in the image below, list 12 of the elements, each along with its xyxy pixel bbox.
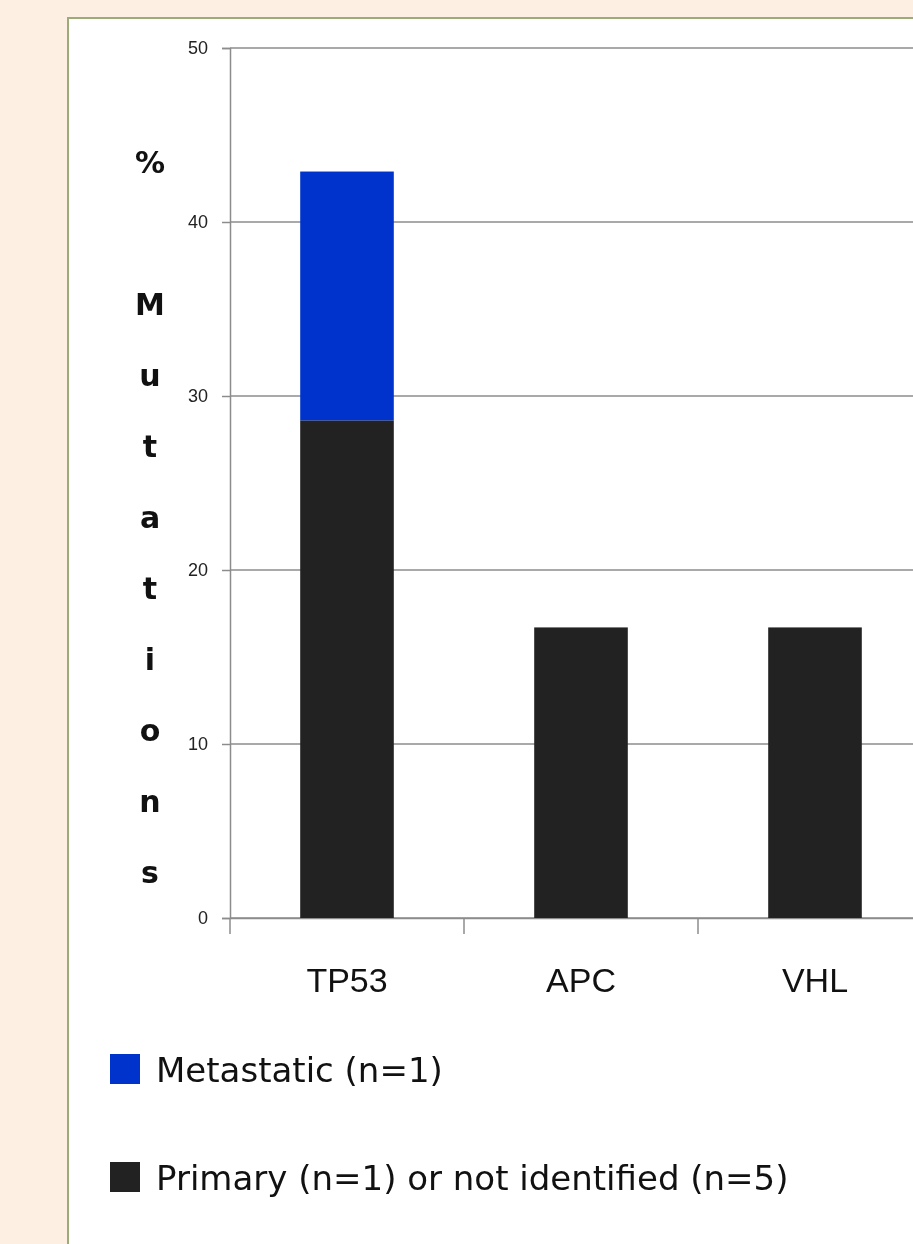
x-tick-label: APC xyxy=(546,961,616,1000)
x-tick-label: TP53 xyxy=(306,961,388,1000)
y-axis-title: % Mutations xyxy=(132,145,168,926)
y-tick-label: 50 xyxy=(187,38,208,59)
x-tick-label: VHL xyxy=(781,961,849,1000)
y-tick-label: 0 xyxy=(197,908,208,929)
y-tick-label: 10 xyxy=(187,734,208,755)
legend-label: Primary (n=1) or not identified (n=5) xyxy=(156,1158,789,1198)
legend-label: Metastatic (n=1) xyxy=(156,1050,443,1090)
y-tick-label: 40 xyxy=(187,212,208,233)
y-tick-label: 30 xyxy=(187,386,208,407)
y-tick-label: 20 xyxy=(187,560,208,581)
